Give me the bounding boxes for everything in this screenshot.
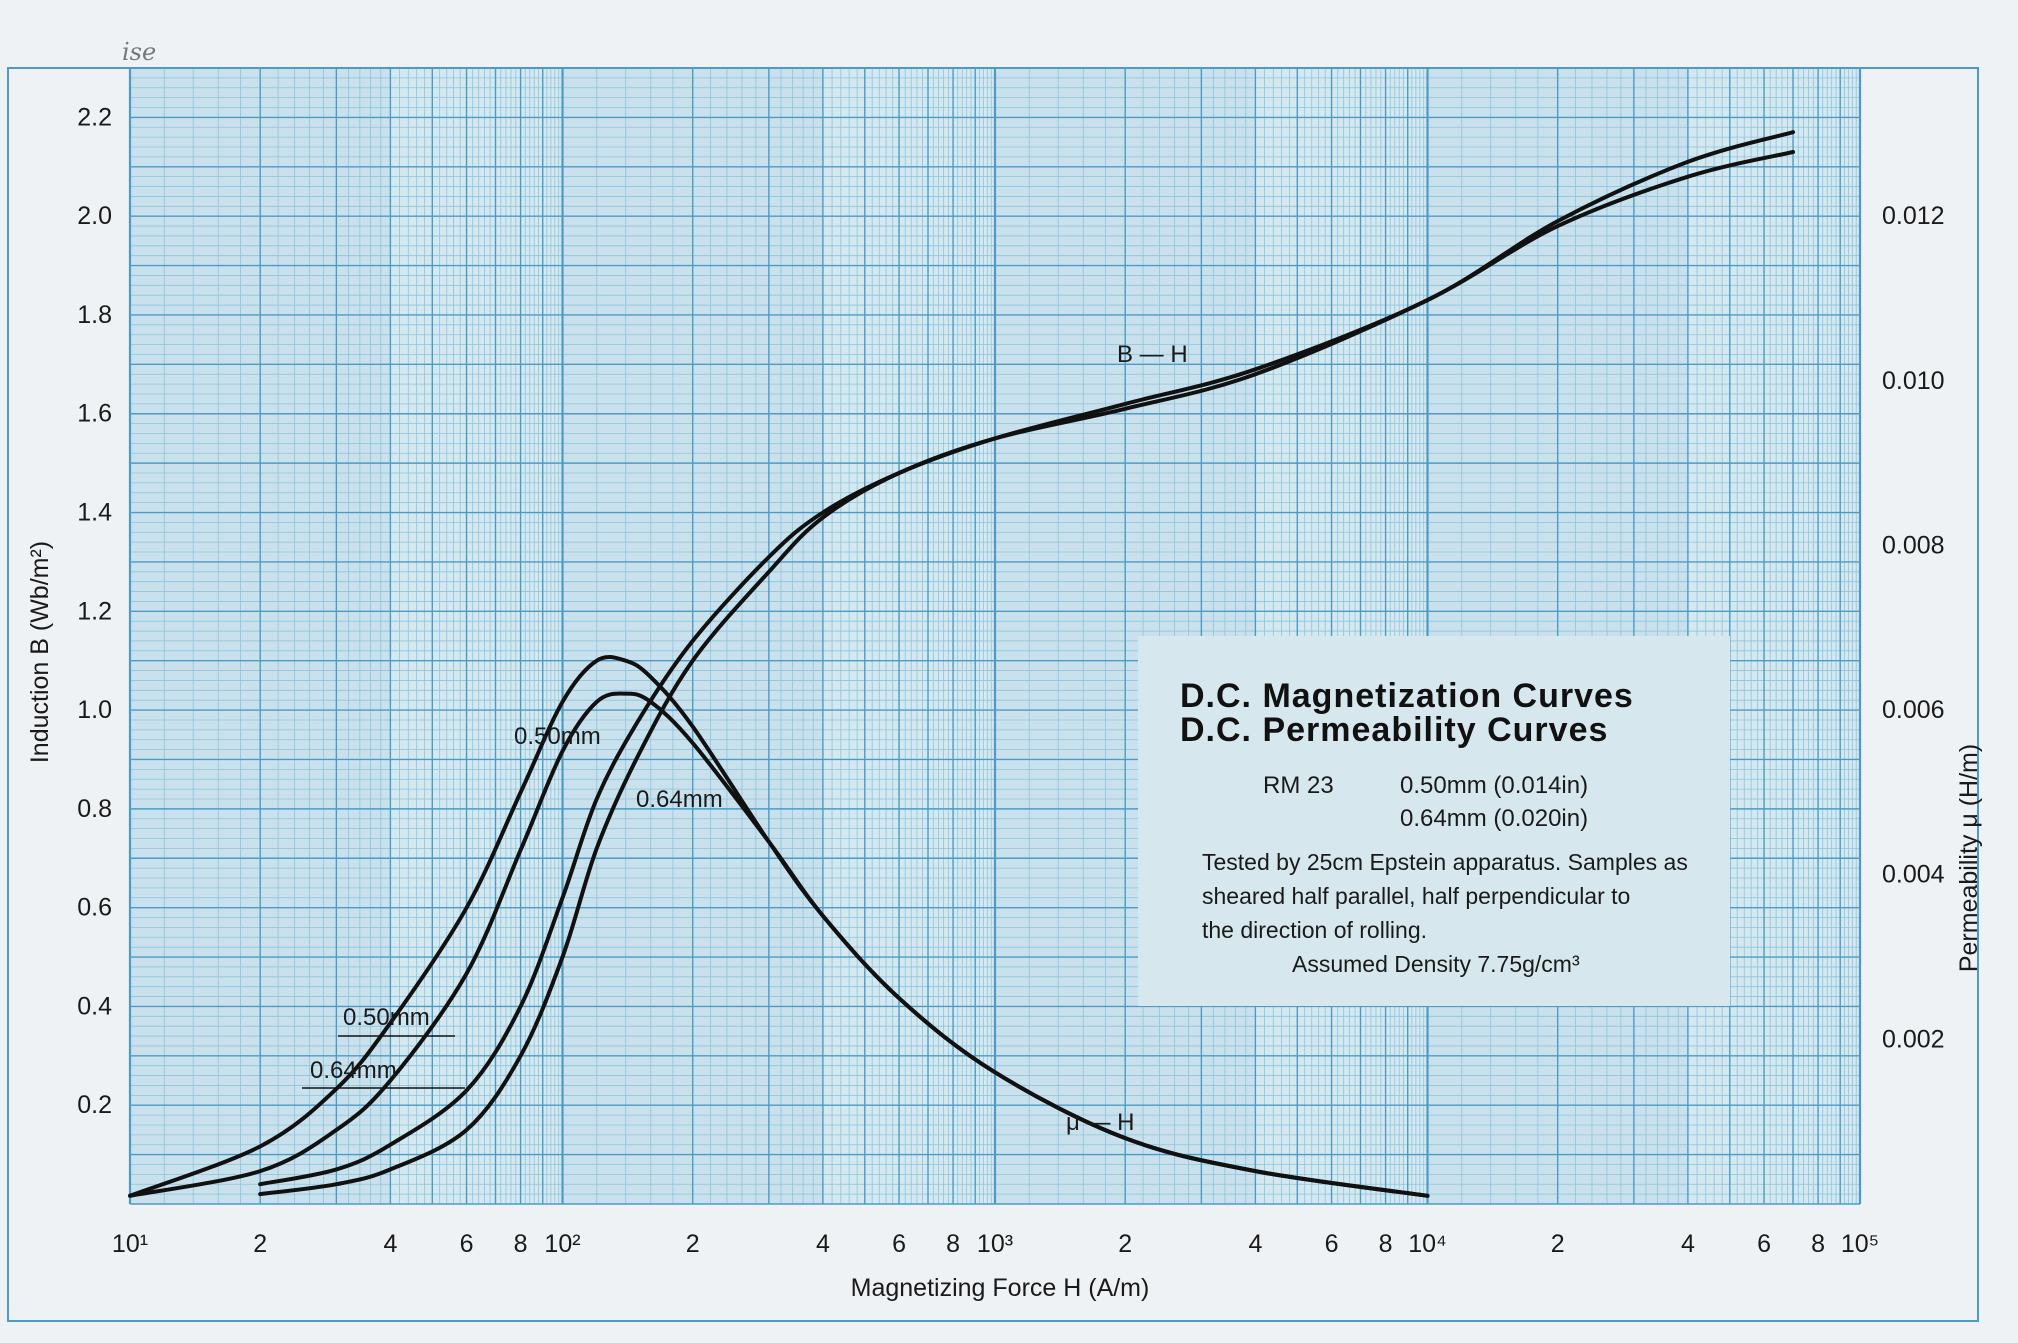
y-left-tick-label: 2.0 [77,202,112,230]
light-band [822,68,995,1204]
y-left-tick-label: 2.2 [77,103,112,131]
x-tick-label: 10⁵ [1841,1230,1879,1258]
x-tick-label: 8 [514,1230,528,1258]
y-right-tick-label: 0.010 [1882,367,1945,395]
x-tick-label: 6 [892,1230,906,1258]
info-title-permeability: D.C. Permeability Curves [1180,711,1608,749]
info-box-background [1138,636,1730,1006]
bh-curve-label: B — H [1117,341,1188,368]
handwritten-note: ise [122,38,156,66]
x-tick-label: 6 [460,1230,474,1258]
y-left-tick-label: 0.6 [77,894,112,922]
mu-050-label: 0.50mm [343,1004,430,1031]
y-axis-left-label: Induction B (Wb/m²) [26,541,54,763]
x-tick-label: 10¹ [112,1230,148,1258]
x-tick-label: 8 [946,1230,960,1258]
y-left-tick-label: 1.6 [77,400,112,428]
x-tick-label: 2 [1118,1230,1132,1258]
x-tick-label: 4 [383,1230,397,1258]
curves [128,130,1795,1198]
x-axis-label: Magnetizing Force H (A/m) [851,1274,1150,1302]
info-spec-064: 0.64mm (0.020in) [1400,805,1588,832]
x-tick-labels: 10¹ 2 4 6 8 10² 2 4 6 8 10³ 2 4 6 8 10⁴ 2 4 6 8 10⁵ [112,1230,1879,1258]
x-tick-label: 6 [1757,1230,1771,1258]
y-axis-right-label: Permeability μ (H/m) [1955,744,1983,972]
y-left-tick-label: 1.2 [77,597,112,625]
x-tick-label: 4 [1248,1230,1262,1258]
light-band [390,68,563,1204]
info-box: D.C. Magnetization Curves D.C. Permeabil… [1138,636,1730,1006]
curve-mu-h-064mm [128,691,1430,1198]
muh-curve-label: μ — H [1066,1109,1135,1136]
y-left-tick-labels: 0.2 0.4 0.6 0.8 1.0 1.2 1.4 1.6 1.8 2.0 2.2 [77,103,112,1119]
info-note-line2: sheared half parallel, half perpendicula… [1202,883,1630,909]
x-tick-label: 2 [686,1230,700,1258]
info-note-line1: Tested by 25cm Epstein apparatus. Sample… [1202,849,1688,875]
y-left-tick-label: 1.4 [77,499,112,527]
x-tick-label: 8 [1379,1230,1393,1258]
x-tick-label: 10² [544,1230,580,1258]
y-left-tick-label: 0.8 [77,795,112,823]
x-tick-label: 4 [1681,1230,1695,1258]
x-tick-label: 4 [816,1230,830,1258]
x-tick-label: 8 [1811,1230,1825,1258]
curve-b-h-064mm [258,150,1795,1197]
x-tick-label: 2 [1551,1230,1565,1258]
x-tick-label: 10³ [977,1230,1013,1258]
bh-050-label: 0.50mm [514,723,601,750]
info-density: Assumed Density 7.75g/cm³ [1292,951,1580,977]
y-left-tick-label: 0.2 [77,1091,112,1119]
info-note-line3: the direction of rolling. [1202,917,1427,943]
y-right-tick-labels: 0.002 0.004 0.006 0.008 0.010 0.012 [1882,202,1945,1053]
y-left-tick-label: 1.0 [77,696,112,724]
y-right-tick-label: 0.008 [1882,531,1945,559]
y-right-tick-label: 0.004 [1882,861,1945,889]
info-material: RM 23 [1263,772,1334,799]
mu-064-label: 0.64mm [310,1057,397,1084]
outer-frame [7,67,1979,1322]
x-tick-label: 6 [1325,1230,1339,1258]
bh-064-label: 0.64mm [636,786,723,813]
y-right-tick-label: 0.006 [1882,696,1945,724]
x-tick-label: 2 [253,1230,267,1258]
y-right-tick-label: 0.012 [1882,202,1945,230]
y-left-tick-label: 1.8 [77,301,112,329]
y-left-tick-label: 0.4 [77,992,112,1020]
info-spec-050: 0.50mm (0.014in) [1400,772,1588,799]
info-title-magnetization: D.C. Magnetization Curves [1180,677,1634,715]
x-tick-label: 10⁴ [1408,1230,1447,1258]
y-right-tick-label: 0.002 [1882,1025,1945,1053]
